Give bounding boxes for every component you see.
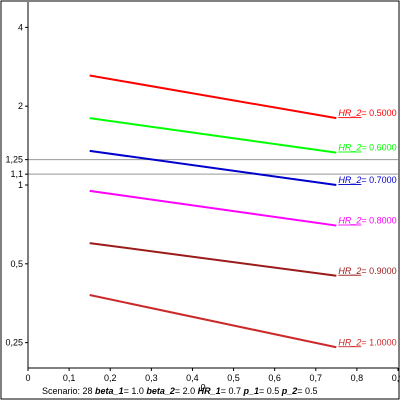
- axes: 0 0,1 0,2 0,3 0,4 0,5 0,6 0,7 0,8 0,9 0,25 0,5 11,1 1…: [5, 2, 400, 383]
- reference-lines: [28, 159, 398, 175]
- x-tick-label-2: 0,2: [104, 373, 117, 383]
- y-tick-label-3: 1,1: [10, 169, 23, 179]
- series-label-1: HR_2= 0.6000: [338, 143, 396, 153]
- caption-text: Scenario: 28 beta_1= 1.0 beta_2= 2.0 HR_…: [42, 386, 318, 396]
- series-line-4: [89, 242, 337, 277]
- y-tick-label-4: 1,25: [5, 155, 23, 165]
- series-label-2: HR_2= 0.7000: [338, 175, 396, 185]
- series-label-5: HR_2= 1.0000: [338, 337, 396, 347]
- x-axis-label: ρ: [200, 381, 205, 391]
- x-tick-label-4: 0,4: [186, 373, 199, 383]
- caption: Scenario: 28 beta_1= 1.0 beta_2= 2.0 HR_…: [42, 386, 318, 396]
- y-tick-label-6: 4: [18, 22, 23, 32]
- x-tick-label-8: 0,8: [351, 373, 364, 383]
- y-tick-label-1: 0,5: [10, 259, 23, 269]
- y-tick-label-0: 0,25: [5, 338, 23, 348]
- series-line-1: [89, 117, 337, 154]
- x-tick-label-6: 0,6: [268, 373, 281, 383]
- x-tick-label-7: 0,7: [310, 373, 323, 383]
- series-line-2: [89, 149, 337, 186]
- y-tick-label-5: 2: [18, 101, 23, 111]
- series-label-3: HR_2= 0.8000: [338, 216, 396, 226]
- x-tick-label-3: 0,3: [145, 373, 158, 383]
- series-group: HR_2= 0.5000 HR_2= 0.6000 HR_2= 0.7000 HR_2…: [89, 74, 397, 349]
- series-label-0: HR_2= 0.5000: [338, 108, 396, 118]
- series-label-4: HR_2= 0.9000: [338, 266, 396, 276]
- x-tick-label-9: 0,9: [392, 373, 400, 383]
- series-line-0: [89, 74, 337, 120]
- series-line-5: [89, 294, 337, 349]
- y-tick-label-2: 1: [18, 180, 23, 190]
- x-tick-label-1: 0,1: [63, 373, 76, 383]
- x-tick-label-5: 0,5: [227, 373, 240, 383]
- x-tick-label-0: 0: [25, 373, 30, 383]
- series-line-3: [89, 189, 337, 227]
